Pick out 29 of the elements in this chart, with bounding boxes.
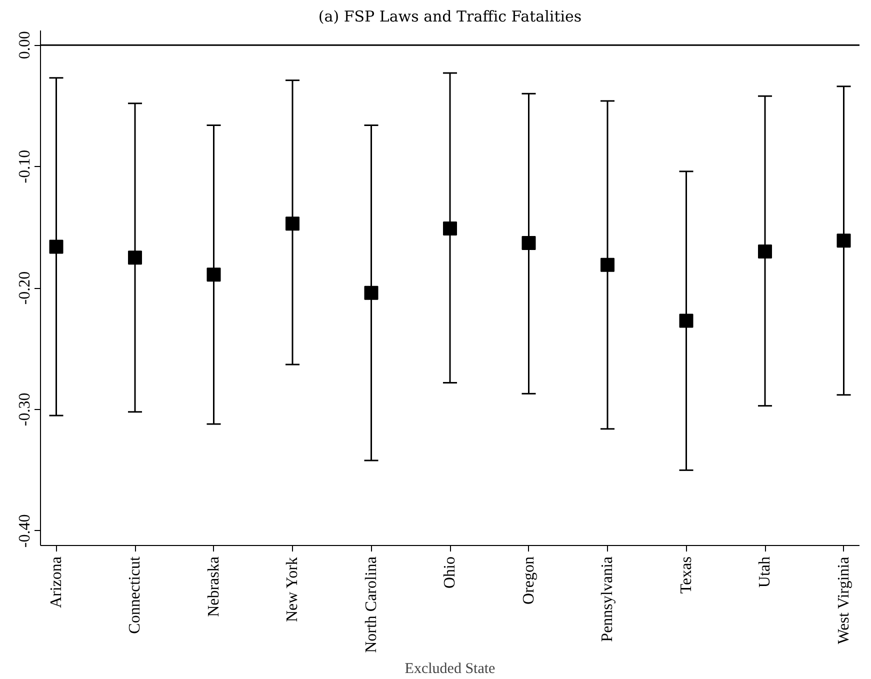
x-tick-label: North Carolina [362, 556, 380, 653]
chart-title: (a) FSP Laws and Traffic Fatalities [318, 8, 582, 26]
y-tick-label: -0.10 [16, 150, 34, 184]
y-tick-label: 0.00 [16, 31, 34, 60]
point [364, 286, 378, 300]
x-tick-label: New York [284, 557, 301, 622]
x-tick-label: Oregon [520, 556, 538, 604]
y-tick-label: -0.40 [16, 514, 34, 548]
point [679, 314, 694, 328]
point [206, 268, 221, 282]
point [522, 236, 536, 250]
point [600, 258, 614, 272]
point [443, 221, 457, 236]
x-tick-label: Connecticut [126, 556, 144, 634]
point [49, 240, 64, 254]
point [836, 234, 851, 248]
point [286, 216, 300, 231]
x-axis-title: Excluded State [404, 660, 496, 677]
x-tick-label: Ohio [442, 556, 458, 588]
point [758, 244, 772, 259]
x-tick-label: Arizona [48, 556, 65, 608]
y-tick-label: -0.20 [16, 271, 34, 305]
x-tick-label: Texas [678, 556, 695, 594]
x-tick-label: Utah [756, 556, 774, 588]
x-tick-label: Nebraska [205, 556, 222, 617]
y-tick-label: -0.30 [16, 392, 34, 426]
point [128, 250, 142, 265]
x-tick-label: Pennsylvania [599, 556, 616, 642]
x-tick-label: West Virginia [835, 556, 852, 644]
